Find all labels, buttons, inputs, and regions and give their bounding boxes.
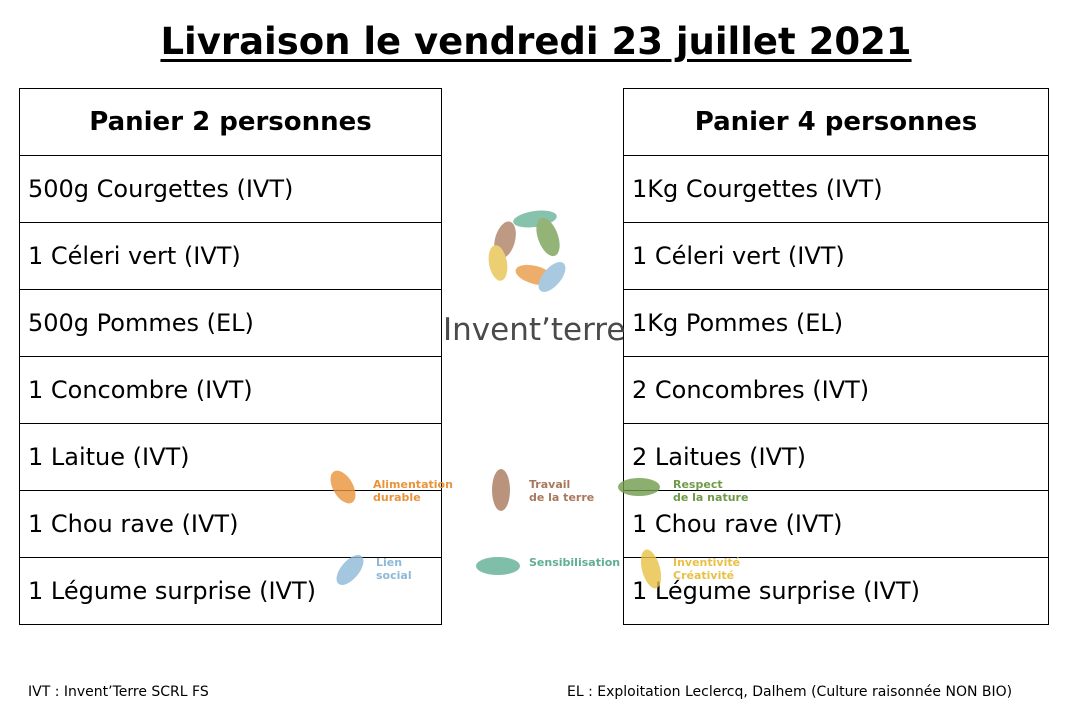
value-label-sensibilisation: Sensibilisation (529, 556, 621, 569)
logo-leaves-icon (488, 210, 566, 292)
basket-2-item: 500g Courgettes (IVT) (19, 155, 442, 223)
basket-2-item: 1 Céleri vert (IVT) (19, 222, 442, 290)
basket-2-item: 1 Concombre (IVT) (19, 356, 442, 424)
logo-wordmark: Invent’terre (443, 312, 626, 348)
leaf-icon (336, 555, 364, 585)
basket-4-table: Panier 4 personnes 1Kg Courgettes (IVT) … (623, 88, 1049, 625)
footnote-ivt: IVT : Invent’Terre SCRL FS (28, 684, 209, 700)
basket-4-item: 1Kg Courgettes (IVT) (623, 155, 1049, 223)
basket-4-item: 2 Concombres (IVT) (623, 356, 1049, 424)
basket-4-header: Panier 4 personnes (623, 88, 1049, 156)
footnote-el: EL : Exploitation Leclercq, Dalhem (Cult… (567, 684, 1013, 700)
basket-4-item: 1Kg Pommes (EL) (623, 289, 1049, 357)
page-title: Livraison le vendredi 23 juillet 2021 (160, 20, 912, 63)
basket-2-item: 500g Pommes (EL) (19, 289, 442, 357)
value-label-inventivite: Inventivité Créativité (673, 556, 741, 582)
leaf-icon (330, 470, 356, 504)
basket-2-item: 1 Laitue (IVT) (19, 423, 442, 491)
value-label-alimentation: Alimentation durable (373, 478, 453, 504)
leaf-icon (618, 478, 660, 496)
basket-2-item: 1 Chou rave (IVT) (19, 490, 442, 558)
basket-4-item: 1 Céleri vert (IVT) (623, 222, 1049, 290)
basket-4-item: 1 Légume surprise (IVT) (623, 557, 1049, 625)
basket-2-table: Panier 2 personnes 500g Courgettes (IVT)… (19, 88, 442, 625)
basket-2-header: Panier 2 personnes (19, 88, 442, 156)
value-label-respect: Respect de la nature (673, 478, 749, 504)
value-label-lien-social: Lien social (376, 556, 412, 582)
leaf-icon (492, 469, 510, 511)
leaf-icon (640, 549, 662, 589)
leaf-icon (476, 557, 520, 575)
value-label-travail: Travail de la terre (529, 478, 595, 504)
basket-2-item: 1 Légume surprise (IVT) (19, 557, 442, 625)
